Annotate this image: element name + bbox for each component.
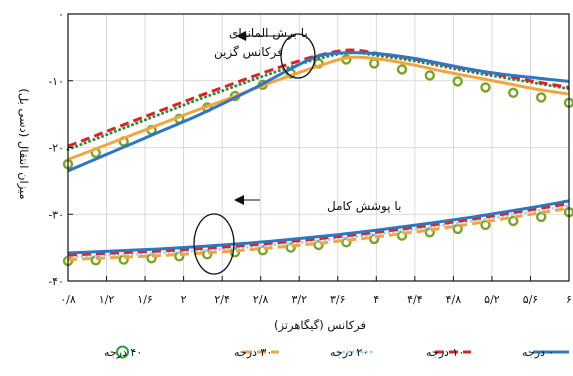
annotation-fss-cut-line-2: فرکانس گزین: [214, 45, 283, 60]
series-fss-cut-0-line: [67, 51, 570, 173]
annotation-full-cover: با پوشش کامل: [193, 195, 401, 275]
series-full-cover-0-line: [67, 199, 570, 255]
x-tick-label: ۲: [181, 293, 187, 306]
series-full-cover-3-line: [67, 206, 570, 262]
x-tick-label: ۲/۴: [214, 293, 230, 306]
series-fss-cut-3-line: [67, 55, 570, 161]
x-tick-label: ۰/۸: [60, 293, 76, 306]
series-full-cover-4-marker: [536, 211, 547, 223]
y-axis: ۰ -۱۰ -۲۰ -۳۰ -۴۰: [48, 8, 73, 288]
annotation-full-cover-arrowhead: [234, 195, 244, 205]
annotation-fss-cut: با برش المانهای فرکانس گزین: [214, 26, 316, 79]
series-full-cover-4-marker: [508, 215, 519, 227]
y-tick-label: ۰: [58, 8, 64, 21]
series-fss-cut-2-line: [66, 51, 571, 151]
x-tick-label: ۶: [566, 293, 572, 306]
legend: ۰ درجه ۱۰ درجه ۲۰ درجه ۳۰ درجه ۴۰ درجه: [104, 345, 569, 359]
series-full-cover-4-marker: [257, 245, 268, 256]
series-full-cover-4-marker: [452, 223, 463, 235]
series-fss-cut-4-marker: [396, 64, 408, 75]
y-axis-title: میزان انتقال (دسی بل): [16, 88, 31, 199]
legend-swatch: [116, 345, 129, 359]
annotation-fss-cut-arrowhead: [236, 31, 246, 41]
series-fss-cut-4-marker: [369, 58, 380, 69]
x-tick-label: ۱/۶: [137, 293, 153, 306]
annotation-full-cover-text: با پوشش کامل: [327, 199, 401, 214]
x-tick-label: ۳/۶: [330, 293, 346, 306]
series-full-cover-1-line: [67, 202, 570, 257]
x-axis: ۰/۸ ۱/۲ ۱/۶ ۲ ۲/۴ ۲/۸ ۳/۲ ۳/۶ ۴ ۴/۴ ۴/۸ ۵/۲ ۵/۶ ۶: [60, 276, 572, 306]
legend-label: ۳۰ درجه: [234, 346, 272, 359]
annotation-fss-cut-ellipse: [280, 33, 316, 79]
series-full-cover-4-marker: [285, 242, 296, 253]
legend-label: ۴۰ درجه: [104, 346, 142, 359]
series-full-cover-2-line: [66, 204, 571, 259]
series-full-cover-4-marker: [480, 219, 491, 231]
series-fss-cut-4-marker: [424, 70, 435, 81]
series-layer: [62, 48, 573, 267]
x-tick-label: ۲/۸: [253, 293, 269, 306]
series-fss-cut-4-marker: [508, 87, 519, 99]
x-tick-label: ۵/۶: [523, 293, 539, 306]
x-tick-label: ۴/۴: [407, 293, 423, 306]
annotation-full-cover-ellipse: [193, 213, 235, 275]
x-tick-label: ۴/۸: [446, 293, 462, 306]
y-tick-label: -۳۰: [48, 208, 64, 221]
x-axis-title: فرکانس (گیگاهرتز): [274, 318, 366, 333]
x-tick-label: ۱/۲: [99, 293, 115, 306]
y-tick-label: -۱۰: [48, 75, 64, 88]
y-tick-label: -۲۰: [48, 142, 64, 155]
series-fss-cut-4-marker: [536, 92, 547, 103]
series-fss-cut-4-marker: [452, 76, 463, 87]
x-tick-label: ۳/۲: [291, 293, 307, 306]
legend-label: ۱۰ درجه: [426, 346, 464, 359]
y-tick-label: -۴۰: [48, 275, 64, 288]
series-fss-cut-4-marker: [480, 82, 491, 93]
x-tick-label: ۵/۲: [484, 293, 500, 306]
x-tick-label: ۴: [373, 293, 379, 306]
series-full-cover-4-marker: [229, 247, 241, 258]
legend-label: ۲۰ درجه: [330, 346, 368, 359]
legend-label: ۰ درجه: [522, 346, 554, 359]
